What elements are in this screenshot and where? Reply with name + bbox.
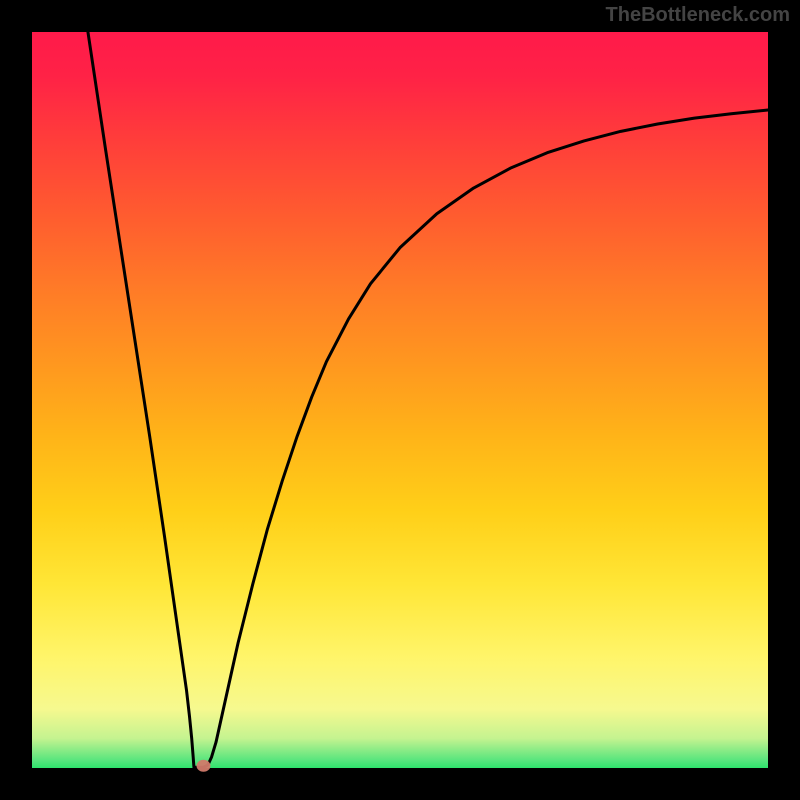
chart-background [32,32,768,768]
optimal-point-marker [196,760,210,772]
watermark-text: TheBottleneck.com [606,4,790,27]
chart-container: TheBottleneck.com [0,0,800,800]
bottleneck-chart [0,0,800,800]
